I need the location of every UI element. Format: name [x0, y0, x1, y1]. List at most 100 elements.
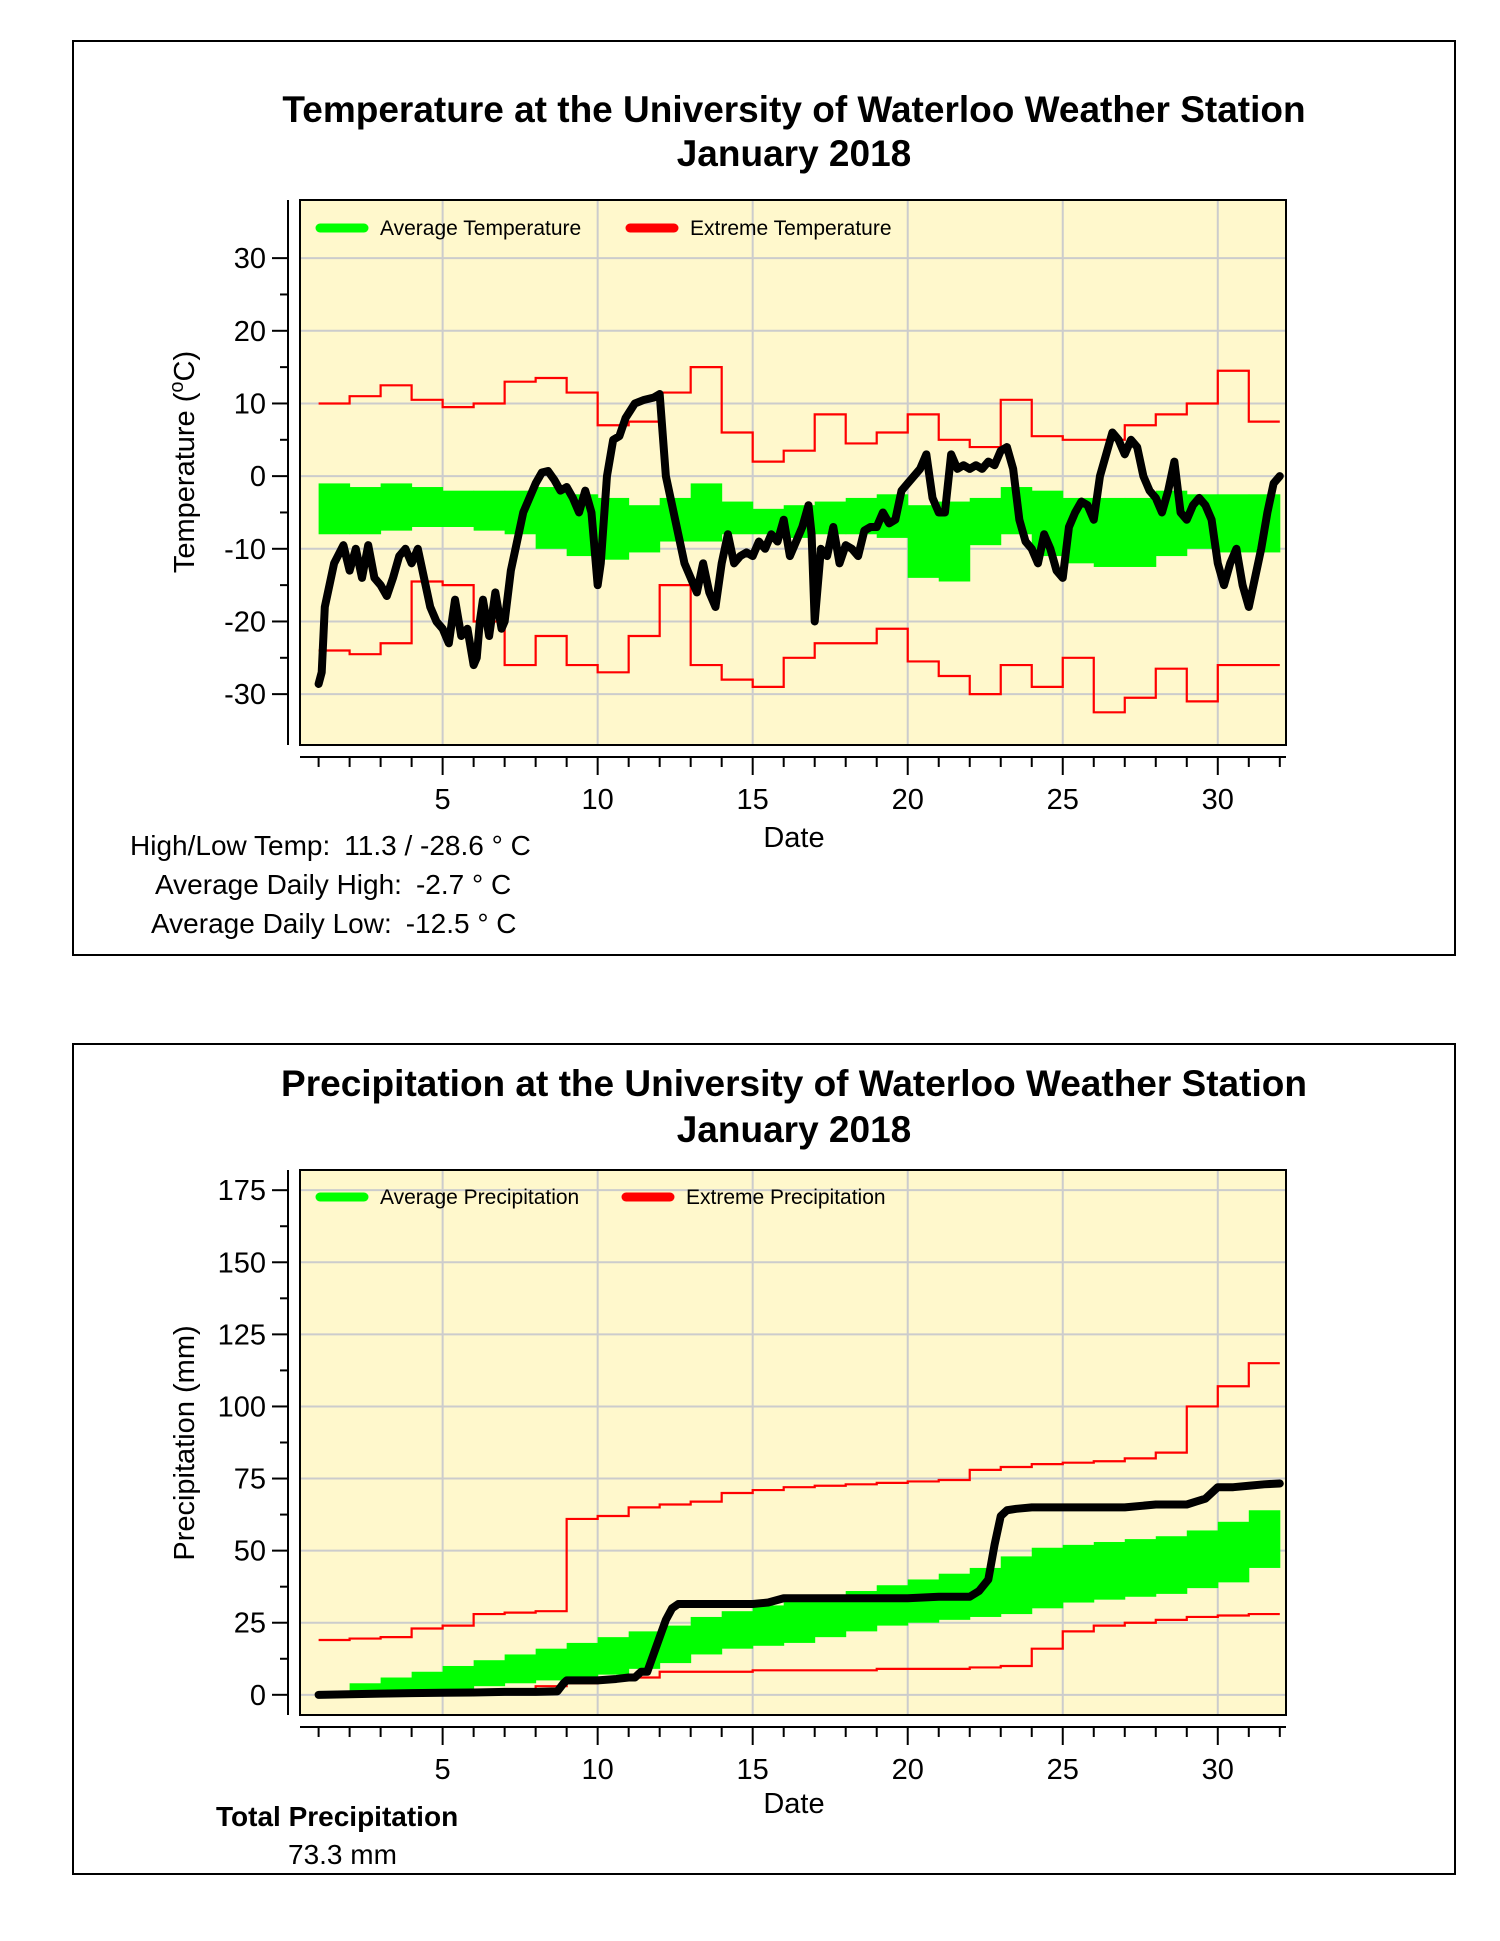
average-band-day	[349, 1683, 382, 1695]
legend-average-label: Average Temperature	[380, 217, 581, 240]
average-band-day	[1186, 1530, 1219, 1589]
x-tick-label: 30	[1202, 1754, 1234, 1786]
average-band-day	[442, 1665, 475, 1690]
average-band-day	[318, 483, 351, 535]
average-band-day	[411, 1671, 444, 1692]
plot-frame	[299, 1169, 1287, 1716]
chart-title: Temperature at the University of Waterlo…	[282, 89, 1305, 130]
stat-high-low: High/Low Temp: 11.3 / -28.6 ° C	[130, 830, 531, 861]
observed-temperature-line	[314, 390, 1284, 688]
observed-series-line	[314, 390, 1284, 688]
y-tick-label: -20	[224, 606, 266, 638]
average-band-day	[969, 497, 1002, 546]
x-tick-label: 25	[1047, 1754, 1079, 1786]
chart-title: Precipitation at the University of Water…	[281, 1063, 1307, 1104]
average-band-day	[1124, 1539, 1157, 1597]
y-tick-label: 125	[218, 1319, 266, 1351]
average-band-day	[721, 1611, 754, 1649]
average-band-day	[690, 483, 723, 542]
extreme-max-line	[318, 366, 1280, 463]
temperature-chart: Temperature at the University of Waterlo…	[130, 89, 1306, 939]
precipitation-chart: Precipitation at the University of Water…	[169, 1063, 1307, 1870]
stat-total-value: 73.3 mm	[288, 1839, 397, 1870]
x-tick-label: 5	[435, 784, 451, 816]
y-tick-label: -10	[224, 534, 266, 566]
axes: 175 150 125 100 75 50 25 0 5 10 15 20 25 30	[218, 1170, 1286, 1786]
average-band-day	[1000, 1556, 1033, 1615]
legend: Average Precipitation Extreme Precipitat…	[315, 1186, 886, 1209]
temperature-chart-panel: Temperature at the University of Waterlo…	[72, 40, 1456, 956]
x-tick-label: 15	[737, 784, 769, 816]
plot-background	[300, 200, 1286, 745]
average-band-day	[535, 487, 568, 549]
average-band-day	[442, 490, 475, 527]
axes: 30 20 10 0 -10 -20 -30 5 10 15 20 25 30	[224, 200, 1286, 816]
x-tick-label: 15	[737, 1754, 769, 1786]
average-band-day	[1248, 1510, 1281, 1568]
x-tick-label: 10	[582, 784, 614, 816]
y-tick-label: 175	[218, 1175, 266, 1207]
y-tick-label: 75	[234, 1464, 266, 1496]
average-band-day	[721, 501, 754, 535]
extreme-min-line	[318, 580, 1280, 714]
x-axis-label: Date	[763, 1788, 824, 1820]
y-axis-label: Precipitation (mm)	[169, 1325, 201, 1560]
average-band-day	[907, 505, 940, 578]
y-tick-label: 10	[234, 388, 266, 420]
average-band-day	[473, 1660, 506, 1687]
average-band-day	[1031, 1547, 1064, 1609]
x-tick-label: 5	[435, 1754, 451, 1786]
average-band-day	[411, 487, 444, 527]
precipitation-stats: Total Precipitation 73.3 mm	[216, 1801, 458, 1870]
average-band-day	[876, 1585, 909, 1626]
average-band-day	[597, 1637, 630, 1675]
plot-frame	[299, 199, 1287, 746]
average-band-day	[690, 1616, 723, 1655]
average-precipitation-band	[318, 1510, 1281, 1695]
observed-series-line	[314, 1479, 1284, 1699]
x-tick-label: 20	[892, 1754, 924, 1786]
average-band-day	[814, 1596, 847, 1638]
y-tick-label: 30	[234, 243, 266, 275]
stat-average-daily-high: Average Daily High: -2.7 ° C	[155, 869, 511, 900]
average-band-day	[566, 1642, 599, 1678]
legend: Average Temperature Extreme Temperature	[315, 217, 892, 240]
average-band-day	[349, 487, 382, 535]
extreme-temperature-lines	[318, 366, 1280, 714]
average-band-day	[628, 505, 661, 553]
temperature-stats: High/Low Temp: 11.3 / -28.6 ° C Average D…	[130, 830, 531, 939]
y-tick-label: 0	[250, 1680, 266, 1712]
y-tick-label: 50	[234, 1536, 266, 1568]
y-tick-label: 100	[218, 1391, 266, 1423]
x-tick-label: 10	[582, 1754, 614, 1786]
average-band-day	[1217, 494, 1250, 553]
x-tick-label: 25	[1047, 784, 1079, 816]
stat-total-label: Total Precipitation	[216, 1801, 458, 1832]
y-tick-label: 0	[250, 461, 266, 493]
average-band-day	[380, 483, 413, 531]
average-band-day	[752, 1605, 785, 1646]
stat-average-daily-low: Average Daily Low: -12.5 ° C	[151, 908, 517, 939]
average-band-day	[1093, 1541, 1126, 1600]
average-band-day	[1155, 1536, 1188, 1594]
average-band-day	[535, 1648, 568, 1681]
x-axis-label: Date	[763, 822, 824, 854]
average-band-day	[473, 490, 506, 531]
y-tick-label: -30	[224, 679, 266, 711]
average-band-day	[783, 1599, 816, 1643]
legend-average-label: Average Precipitation	[380, 1186, 579, 1209]
average-band-day	[504, 1654, 537, 1684]
average-band-day	[1217, 1521, 1250, 1583]
x-tick-label: 30	[1202, 784, 1234, 816]
x-tick-label: 20	[892, 784, 924, 816]
chart-subtitle: January 2018	[677, 1109, 912, 1150]
legend-extreme-label: Extreme Precipitation	[686, 1186, 886, 1209]
grid-lines	[300, 200, 1286, 745]
chart-subtitle: January 2018	[677, 133, 912, 174]
y-tick-label: 25	[234, 1608, 266, 1640]
y-tick-label: 20	[234, 316, 266, 348]
y-axis-label: Temperature (oC)	[166, 351, 201, 573]
observed-precipitation-line	[314, 1479, 1284, 1699]
precipitation-chart-panel: Precipitation at the University of Water…	[72, 1043, 1456, 1875]
y-tick-label: 150	[218, 1247, 266, 1279]
